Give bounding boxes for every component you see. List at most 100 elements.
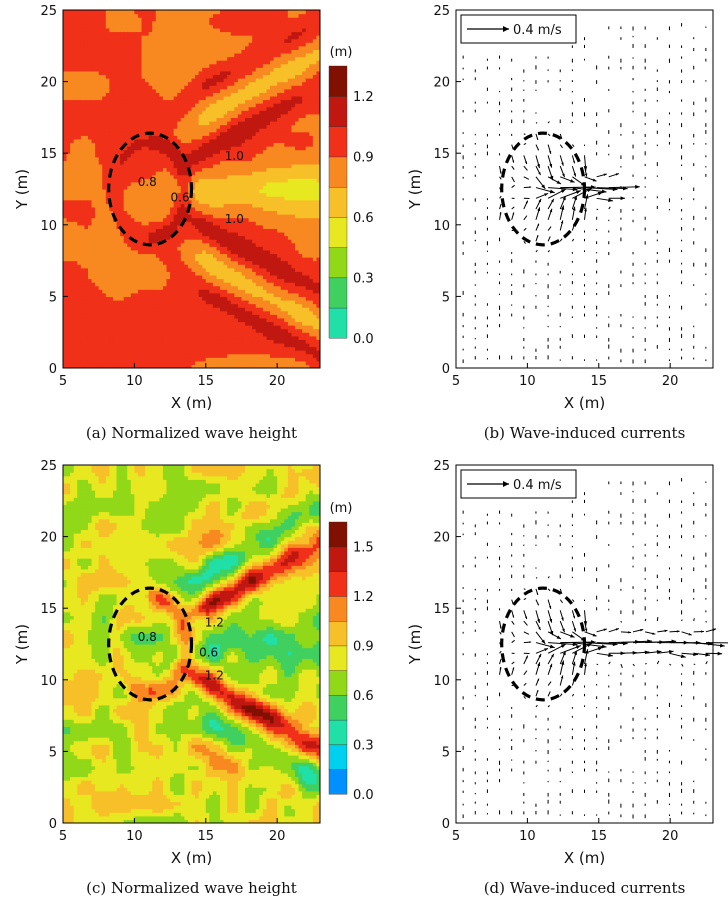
field-cell [177, 24, 182, 29]
field-cell [234, 203, 239, 208]
field-cell [112, 163, 118, 169]
field-cell [198, 196, 203, 201]
field-cell [209, 299, 214, 305]
field-cell [98, 110, 103, 115]
field-cell [91, 17, 96, 22]
field-cell [120, 63, 125, 68]
field-cell [230, 74, 235, 79]
field-cell [116, 253, 121, 258]
field-cell [198, 63, 203, 68]
field-cell [216, 135, 221, 140]
field-cell [98, 289, 103, 294]
field-cell [237, 27, 243, 33]
field-cell [220, 142, 225, 147]
field-cell [220, 314, 225, 319]
field-cell [102, 31, 107, 36]
field-cell [177, 42, 182, 47]
field-cell [77, 350, 82, 355]
field-cell [184, 299, 189, 305]
field-cell [134, 160, 139, 165]
field-cell [180, 224, 185, 229]
field-cell [134, 221, 139, 226]
field-cell [177, 156, 182, 161]
field-cell [91, 282, 96, 287]
field-cell [177, 189, 182, 194]
field-cell [137, 224, 143, 229]
field-cell [145, 95, 150, 101]
field-cell [202, 20, 207, 25]
field-cell [116, 325, 121, 330]
field-cell [87, 228, 93, 233]
field-cell [152, 92, 157, 97]
field-cell [137, 271, 143, 276]
field-cell [227, 353, 232, 358]
field-cell [237, 199, 243, 204]
field-cell [230, 231, 235, 237]
field-cell [155, 307, 160, 312]
field-cell [123, 128, 128, 133]
field-cell [70, 124, 75, 129]
field-cell [137, 42, 143, 47]
field-cell [223, 274, 228, 280]
field-cell [80, 257, 86, 262]
field-cell [177, 106, 182, 111]
field-cell [237, 346, 243, 351]
field-cell [137, 346, 143, 351]
field-cell [162, 228, 168, 233]
field-cell [127, 335, 132, 340]
field-cell [180, 360, 185, 366]
field-cell [91, 357, 96, 362]
field-cell [80, 156, 86, 161]
field-cell [102, 160, 107, 165]
field-cell [145, 49, 150, 54]
field-cell [234, 342, 239, 348]
field-cell [145, 63, 150, 68]
field-cell [127, 278, 132, 283]
field-cell [137, 185, 143, 190]
field-cell [77, 203, 82, 208]
field-cell [177, 38, 182, 43]
field-cell [84, 70, 89, 76]
field-cell [195, 253, 200, 258]
field-cell [112, 224, 118, 229]
field-cell [77, 95, 82, 101]
field-cell [120, 206, 125, 212]
field-cell [166, 221, 171, 226]
field-cell [112, 78, 118, 83]
field-cell [95, 242, 100, 247]
field-cell [227, 24, 232, 29]
field-cell [180, 317, 185, 323]
field-cell [116, 199, 121, 204]
field-cell [155, 239, 160, 244]
field-cell [137, 292, 143, 297]
field-cell [73, 257, 78, 262]
field-cell [209, 171, 214, 176]
field-cell [173, 35, 178, 40]
field-cell [105, 52, 111, 58]
field-cell [98, 117, 103, 122]
field-cell [170, 339, 175, 344]
field-cell [155, 142, 160, 147]
field-cell [152, 63, 157, 68]
field-cell [216, 156, 221, 161]
field-cell [216, 203, 221, 208]
field-cell [105, 156, 111, 161]
field-cell [70, 56, 75, 61]
field-cell [80, 206, 86, 212]
field-cell [184, 242, 189, 247]
field-cell [173, 153, 178, 158]
field-cell [70, 35, 75, 40]
field-cell [148, 196, 153, 201]
field-cell [109, 239, 114, 244]
field-cell [166, 167, 171, 172]
field-cell [95, 303, 100, 308]
field-cell [155, 228, 160, 233]
field-cell [130, 321, 135, 326]
field-cell [105, 328, 111, 333]
field-cell [195, 317, 200, 323]
field-cell [84, 135, 89, 140]
field-cell [227, 110, 232, 115]
field-cell [102, 113, 107, 118]
field-cell [137, 217, 143, 222]
field-cell [227, 78, 232, 83]
